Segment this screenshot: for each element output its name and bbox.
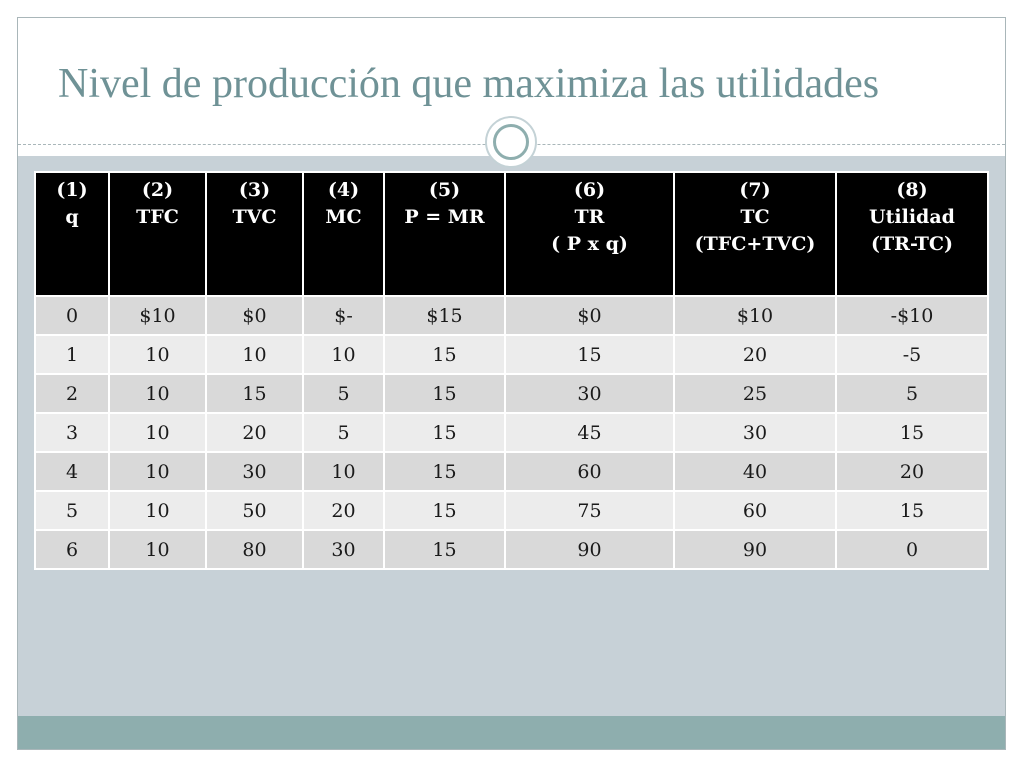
table-cell: 15 <box>383 490 506 531</box>
table-cell: 10 <box>108 529 207 570</box>
table-row: 1 10 10 10 15 15 20 -5 <box>34 334 989 375</box>
table-cell: -$10 <box>835 295 989 336</box>
table-cell: 5 <box>835 373 989 414</box>
table-cell: 6 <box>34 529 110 570</box>
table-cell: 20 <box>673 334 837 375</box>
table-cell: 10 <box>108 451 207 492</box>
column-header-utilidad: (8) Utilidad (TR-TC) <box>835 171 989 297</box>
table-cell: 0 <box>835 529 989 570</box>
table-cell: 50 <box>205 490 304 531</box>
table-cell: 10 <box>108 490 207 531</box>
table-cell: 40 <box>673 451 837 492</box>
table-cell: 10 <box>108 412 207 453</box>
column-header-mc: (4) MC <box>302 171 385 297</box>
table-header-row: (1) q (2) TFC (3) TVC (4) MC (5) P = MR (6) TR… <box>34 171 989 297</box>
table-cell: -5 <box>835 334 989 375</box>
table-cell: $- <box>302 295 385 336</box>
table-cell: 15 <box>835 412 989 453</box>
table-row: 6 10 80 30 15 90 90 0 <box>34 529 989 570</box>
table-cell: 10 <box>205 334 304 375</box>
table-cell: 30 <box>205 451 304 492</box>
table-cell: 15 <box>383 529 506 570</box>
table-row: 4 10 30 10 15 60 40 20 <box>34 451 989 492</box>
table-cell: 15 <box>205 373 304 414</box>
table-cell: 75 <box>504 490 675 531</box>
column-header-tc: (7) TC (TFC+TVC) <box>673 171 837 297</box>
table-cell: 90 <box>673 529 837 570</box>
table-cell: 3 <box>34 412 110 453</box>
column-header-tfc: (2) TFC <box>108 171 207 297</box>
table-row: 3 10 20 5 15 45 30 15 <box>34 412 989 453</box>
table-cell: 10 <box>108 373 207 414</box>
column-header-p-mr: (5) P = MR <box>383 171 506 297</box>
table-cell: $0 <box>504 295 675 336</box>
slide-title: Nivel de producción que maximiza las uti… <box>58 61 880 107</box>
table-cell: 15 <box>383 373 506 414</box>
table-cell: $10 <box>108 295 207 336</box>
table-cell: $0 <box>205 295 304 336</box>
table-cell: 60 <box>673 490 837 531</box>
table-cell: 0 <box>34 295 110 336</box>
table-cell: 60 <box>504 451 675 492</box>
table-cell: $10 <box>673 295 837 336</box>
table-cell: 15 <box>383 412 506 453</box>
table-cell: 30 <box>504 373 675 414</box>
table-cell: 5 <box>302 373 385 414</box>
table-cell: $15 <box>383 295 506 336</box>
table-cell: 80 <box>205 529 304 570</box>
table-cell: 30 <box>302 529 385 570</box>
slide: Nivel de producción que maximiza las uti… <box>17 17 1006 750</box>
table-cell: 30 <box>673 412 837 453</box>
table-row: 2 10 15 5 15 30 25 5 <box>34 373 989 414</box>
table-cell: 4 <box>34 451 110 492</box>
column-header-q: (1) q <box>34 171 110 297</box>
circle-ornament-icon <box>485 116 537 168</box>
table-cell: 20 <box>835 451 989 492</box>
column-header-tvc: (3) TVC <box>205 171 304 297</box>
table-cell: 15 <box>504 334 675 375</box>
column-header-tr: (6) TR( P x q) <box>504 171 675 297</box>
table-cell: 1 <box>34 334 110 375</box>
table-cell: 15 <box>383 334 506 375</box>
table-cell: 90 <box>504 529 675 570</box>
production-table: (1) q (2) TFC (3) TVC (4) MC (5) P = MR (6) TR… <box>34 171 989 570</box>
table-cell: 20 <box>302 490 385 531</box>
table-cell: 2 <box>34 373 110 414</box>
table-cell: 25 <box>673 373 837 414</box>
circle-ornament-inner <box>493 124 529 160</box>
table-cell: 15 <box>835 490 989 531</box>
footer-bar <box>18 716 1005 749</box>
table-cell: 20 <box>205 412 304 453</box>
table-cell: 5 <box>302 412 385 453</box>
table-cell: 45 <box>504 412 675 453</box>
table-cell: 10 <box>302 451 385 492</box>
table-row: 5 10 50 20 15 75 60 15 <box>34 490 989 531</box>
table-cell: 10 <box>108 334 207 375</box>
table-cell: 5 <box>34 490 110 531</box>
table-row: 0 $10 $0 $- $15 $0 $10 -$10 <box>34 295 989 336</box>
table-cell: 15 <box>383 451 506 492</box>
table-cell: 10 <box>302 334 385 375</box>
